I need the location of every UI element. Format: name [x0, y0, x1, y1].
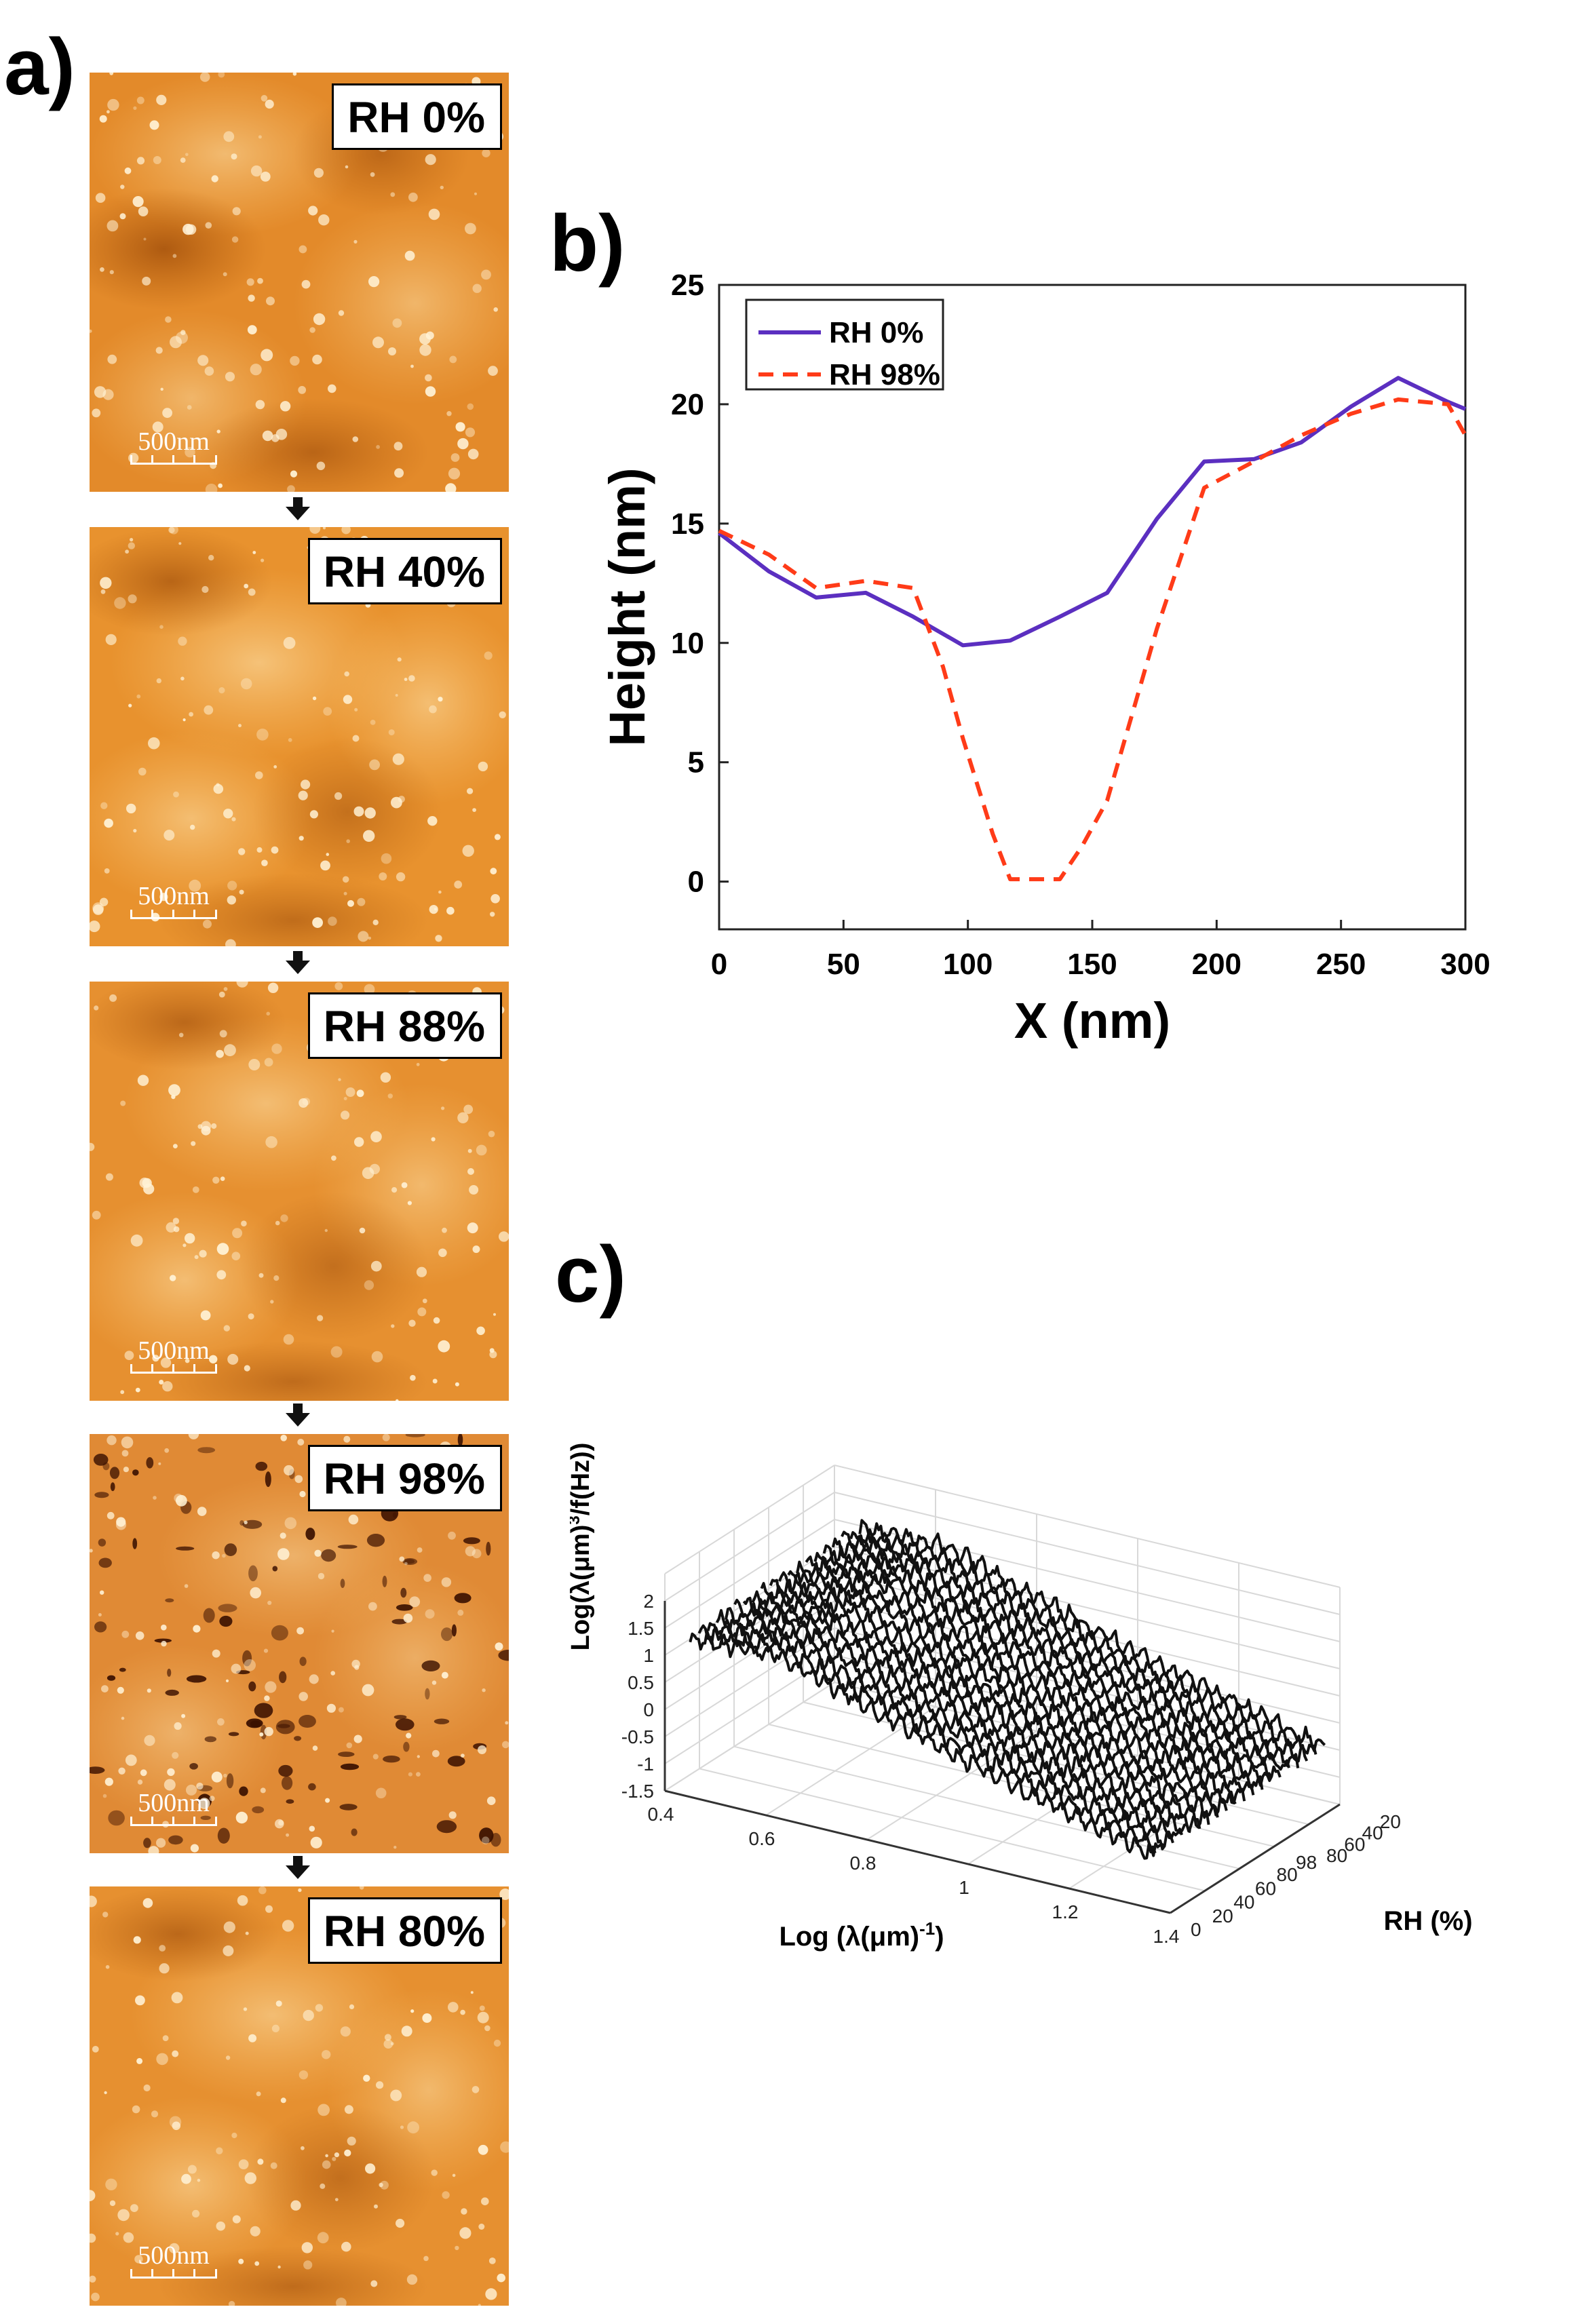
- y-axis-label: Height (nm): [599, 467, 655, 746]
- x-tick-label: 0.4: [648, 1804, 674, 1825]
- waterfall-curve-4: [724, 1607, 1191, 1835]
- x-tick-label: 0: [711, 948, 727, 981]
- rh-label: RH 80%: [307, 1897, 502, 1964]
- waterfall-curve-2: [706, 1619, 1174, 1851]
- waterfall-curve-8: [760, 1582, 1228, 1817]
- y-tick-label: 60: [1344, 1834, 1365, 1855]
- legend: RH 0% RH 98%: [745, 298, 944, 391]
- scale-bar: 500nm: [130, 429, 217, 465]
- height-profile-chart: 0 50 100 150 200 250 300 0 5 10 15 20 25 X (nm) Height…: [599, 269, 1490, 1049]
- afm-image-rh-40: RH 40% 500nm: [90, 527, 509, 946]
- x-axis-label: Log (λ(μm)-1): [779, 1918, 944, 1952]
- z-tick-label: 2: [643, 1591, 654, 1612]
- waterfall-curve-1: [697, 1624, 1165, 1857]
- scale-bar: 500nm: [130, 1790, 217, 1826]
- afm-image-rh-98: RH 98% 500nm: [90, 1434, 509, 1853]
- arrow-down-icon: [286, 1403, 310, 1427]
- waterfall-curve-0: [689, 1629, 1157, 1860]
- z-tick-label: -1.5: [621, 1781, 654, 1802]
- x-tick-label: 250: [1316, 948, 1366, 981]
- x-tick-label: 100: [943, 948, 993, 981]
- panel-a-label: a): [4, 22, 75, 112]
- y-tick-label: 20: [671, 388, 704, 421]
- x-tick-label: 0.8: [850, 1853, 877, 1874]
- x-tick-label: 1.2: [1052, 1901, 1079, 1922]
- rh-label: RH 0%: [332, 83, 502, 150]
- waterfall-curve-7: [751, 1590, 1219, 1818]
- z-axis-label: Log(λ(μm)3/f(Hz)): [570, 1443, 595, 1651]
- legend-label: RH 0%: [829, 316, 923, 349]
- x-axis-label: X (nm): [1014, 992, 1170, 1049]
- y-tick-label: 0: [688, 866, 704, 899]
- arrow-down-icon: [286, 1856, 310, 1879]
- y-tick-label: 40: [1233, 1892, 1254, 1913]
- scale-bar: 500nm: [130, 2243, 217, 2279]
- x-tick-label: 200: [1192, 948, 1242, 981]
- y-tick-label: 60: [1255, 1878, 1276, 1899]
- scale-bar-text: 500nm: [138, 2241, 210, 2270]
- axes: [663, 1601, 1341, 1914]
- y-tick-label: 25: [671, 269, 704, 302]
- afm-image-rh-88: RH 88% 500nm: [90, 982, 509, 1401]
- scale-bar: 500nm: [130, 1338, 217, 1374]
- scale-bar-text: 500nm: [138, 882, 210, 910]
- y-axis-label: RH (%): [1383, 1906, 1472, 1936]
- arrow-down-icon: [286, 497, 310, 520]
- panel-c-label: c): [555, 1230, 626, 1319]
- waterfall-curve-19: [858, 1519, 1326, 1752]
- legend-label: RH 98%: [829, 358, 940, 391]
- x-tick-label: 300: [1440, 948, 1490, 981]
- y-tick-label: 98: [1296, 1852, 1317, 1873]
- x-tick-label: 50: [827, 948, 860, 981]
- rh-label: RH 98%: [307, 1445, 502, 1511]
- afm-image-rh-0: RH 0% 500nm: [90, 73, 509, 492]
- waterfall-curve-16: [831, 1537, 1300, 1768]
- z-tick-label: -0.5: [621, 1726, 654, 1747]
- z-tick-label: 0.5: [628, 1672, 654, 1693]
- waterfall-curve-14: [813, 1550, 1282, 1782]
- rh-label: RH 40%: [307, 538, 502, 604]
- afm-texture: [90, 73, 509, 492]
- y-tick-label: 10: [671, 627, 704, 660]
- series-line-0: [718, 376, 1467, 648]
- scale-bar-text: 500nm: [138, 427, 210, 456]
- scale-bar-text: 500nm: [138, 1789, 210, 1817]
- z-tick-label: 1.5: [628, 1618, 654, 1639]
- panel-b-label: b): [550, 199, 626, 288]
- scale-bar-text: 500nm: [138, 1336, 210, 1365]
- y-tick-label: 80: [1326, 1845, 1347, 1866]
- y-tick-label: 40: [1362, 1823, 1383, 1844]
- x-tick-label: 150: [1067, 948, 1117, 981]
- y-tick-label: 0: [1191, 1919, 1201, 1940]
- scale-bar: 500nm: [130, 883, 217, 919]
- y-tick-label: 80: [1277, 1864, 1298, 1885]
- afm-texture: [90, 527, 509, 946]
- y-tick-label: 5: [688, 746, 704, 779]
- x-tick-label: 1.4: [1153, 1926, 1180, 1947]
- psd-waterfall-chart: 0.40.60.811.21.4-1.5-1-0.500.511.5202040…: [570, 1443, 1473, 1952]
- y-tick-label: 20: [1380, 1811, 1401, 1832]
- z-tick-label: 0: [643, 1699, 654, 1720]
- series-line-1: [718, 397, 1467, 882]
- z-tick-label: 1: [643, 1645, 654, 1666]
- x-tick-label: 0.6: [749, 1828, 775, 1849]
- afm-texture: [90, 982, 509, 1401]
- x-tick-label: 1: [959, 1877, 969, 1898]
- afm-image-rh-80: RH 80% 500nm: [90, 1886, 509, 2306]
- z-tick-label: -1: [637, 1754, 654, 1775]
- y-tick-label: 15: [671, 507, 704, 541]
- arrow-down-icon: [286, 951, 310, 974]
- y-tick-label: 20: [1212, 1905, 1233, 1926]
- rh-label: RH 88%: [307, 992, 502, 1059]
